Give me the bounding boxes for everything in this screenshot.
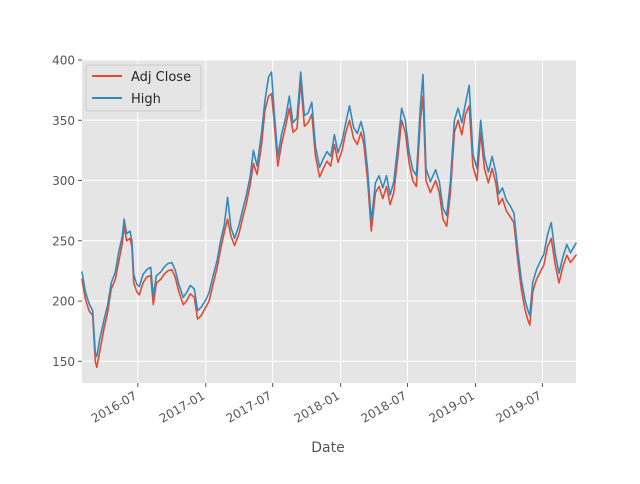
series-line-high: [81, 71, 577, 358]
y-tick-label-200: 200: [52, 295, 75, 309]
series-lines: [81, 71, 577, 369]
x-axis-label: Date: [311, 440, 344, 456]
legend: Adj Close High: [85, 64, 202, 112]
y-tick-label-250: 250: [52, 234, 75, 248]
y-tick-label-150: 150: [52, 355, 75, 369]
y-tick-label-300: 300: [52, 174, 75, 188]
plot-area: [82, 60, 576, 383]
series-line-adj-close: [81, 80, 577, 369]
grid-lines: [82, 59, 576, 383]
y-tick-label-350: 350: [52, 114, 75, 128]
y-axis: 150 200 250 300 350 400: [52, 54, 82, 369]
legend-label-high: High: [131, 92, 161, 107]
y-tick-label-400: 400: [52, 54, 75, 68]
legend-label-adj-close: Adj Close: [131, 70, 191, 85]
